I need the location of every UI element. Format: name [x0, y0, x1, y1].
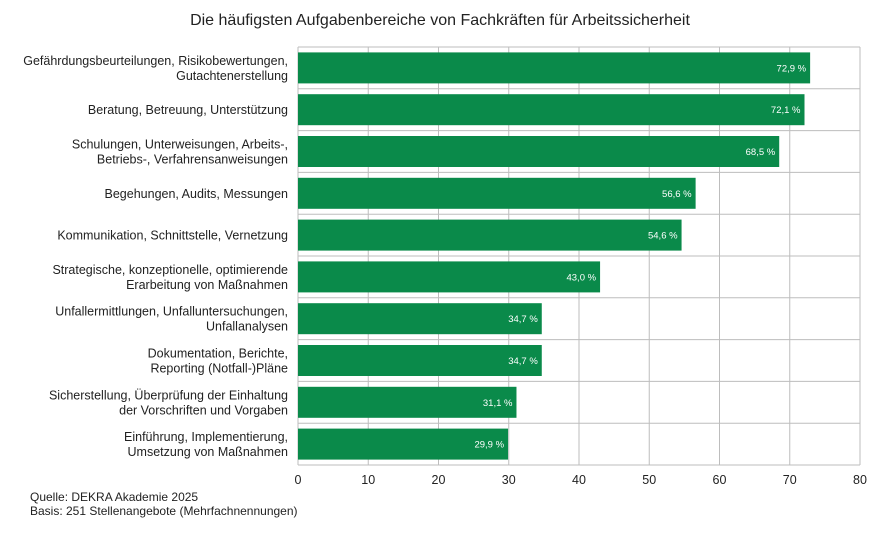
category-label: Strategische, konzeptionelle, optimieren… — [52, 263, 288, 277]
x-tick-label: 20 — [432, 473, 446, 487]
category-label: Beratung, Betreuung, Unterstützung — [88, 103, 288, 117]
bar-value-label: 34,7 % — [508, 314, 538, 325]
category-label: Begehungen, Audits, Messungen — [105, 187, 289, 201]
bar — [298, 386, 517, 418]
chart-footer: Quelle: DEKRA Akademie 2025 Basis: 251 S… — [30, 490, 298, 518]
bar — [298, 177, 696, 209]
bar — [298, 94, 805, 126]
bar-value-label: 56,6 % — [662, 189, 692, 200]
category-label: Schulungen, Unterweisungen, Arbeits-, — [72, 138, 288, 152]
category-label: Unfallermittlungen, Unfalluntersuchungen… — [55, 305, 288, 319]
bar-value-label: 72,1 % — [771, 105, 801, 116]
bar — [298, 345, 542, 376]
category-label: Gutachtenerstellung — [176, 69, 288, 83]
x-tick-label: 60 — [713, 473, 727, 487]
x-tick-label: 80 — [853, 473, 867, 487]
bar-value-label: 43,0 % — [566, 272, 596, 283]
category-label: Reporting (Notfall-)Pläne — [150, 362, 288, 376]
bar-value-label: 72,9 % — [777, 63, 807, 74]
category-label: Einführung, Implementierung, — [124, 430, 288, 444]
bar — [298, 136, 780, 167]
x-tick-label: 70 — [783, 473, 797, 487]
bar-value-label: 54,6 % — [648, 231, 678, 242]
bar — [298, 303, 542, 335]
bar — [298, 219, 682, 251]
category-label: Sicherstellung, Überprüfung der Einhaltu… — [49, 388, 288, 402]
category-label: Betriebs-, Verfahrensanweisungen — [97, 153, 288, 167]
category-label: Kommunikation, Schnittstelle, Vernetzung — [57, 229, 288, 243]
bar — [298, 52, 811, 84]
source-note: Quelle: DEKRA Akademie 2025 — [30, 490, 199, 504]
category-label: Umsetzung von Maßnahmen — [128, 445, 289, 459]
category-label: Gefährdungsbeurteilungen, Risikobewertun… — [23, 54, 288, 68]
x-tick-label: 0 — [295, 473, 302, 487]
basis-note: Basis: 251 Stellenangebote (Mehrfachnenn… — [30, 504, 298, 518]
category-label: Unfallanalysen — [206, 320, 288, 334]
bar — [298, 261, 601, 293]
category-label: Erarbeitung von Maßnahmen — [126, 278, 288, 292]
category-label: Dokumentation, Berichte, — [148, 347, 288, 361]
bar-value-label: 29,9 % — [474, 440, 504, 451]
chart-title: Die häufigsten Aufgabenbereiche von Fach… — [190, 12, 690, 29]
bar-value-label: 34,7 % — [508, 356, 538, 367]
x-tick-label: 40 — [572, 473, 586, 487]
x-tick-label: 50 — [642, 473, 656, 487]
x-tick-label: 30 — [502, 473, 516, 487]
bar — [298, 428, 509, 460]
category-label: der Vorschriften und Vorgaben — [119, 403, 288, 417]
x-tick-label: 10 — [361, 473, 375, 487]
bar-value-label: 68,5 % — [746, 147, 776, 158]
bar-value-label: 31,1 % — [483, 398, 513, 409]
